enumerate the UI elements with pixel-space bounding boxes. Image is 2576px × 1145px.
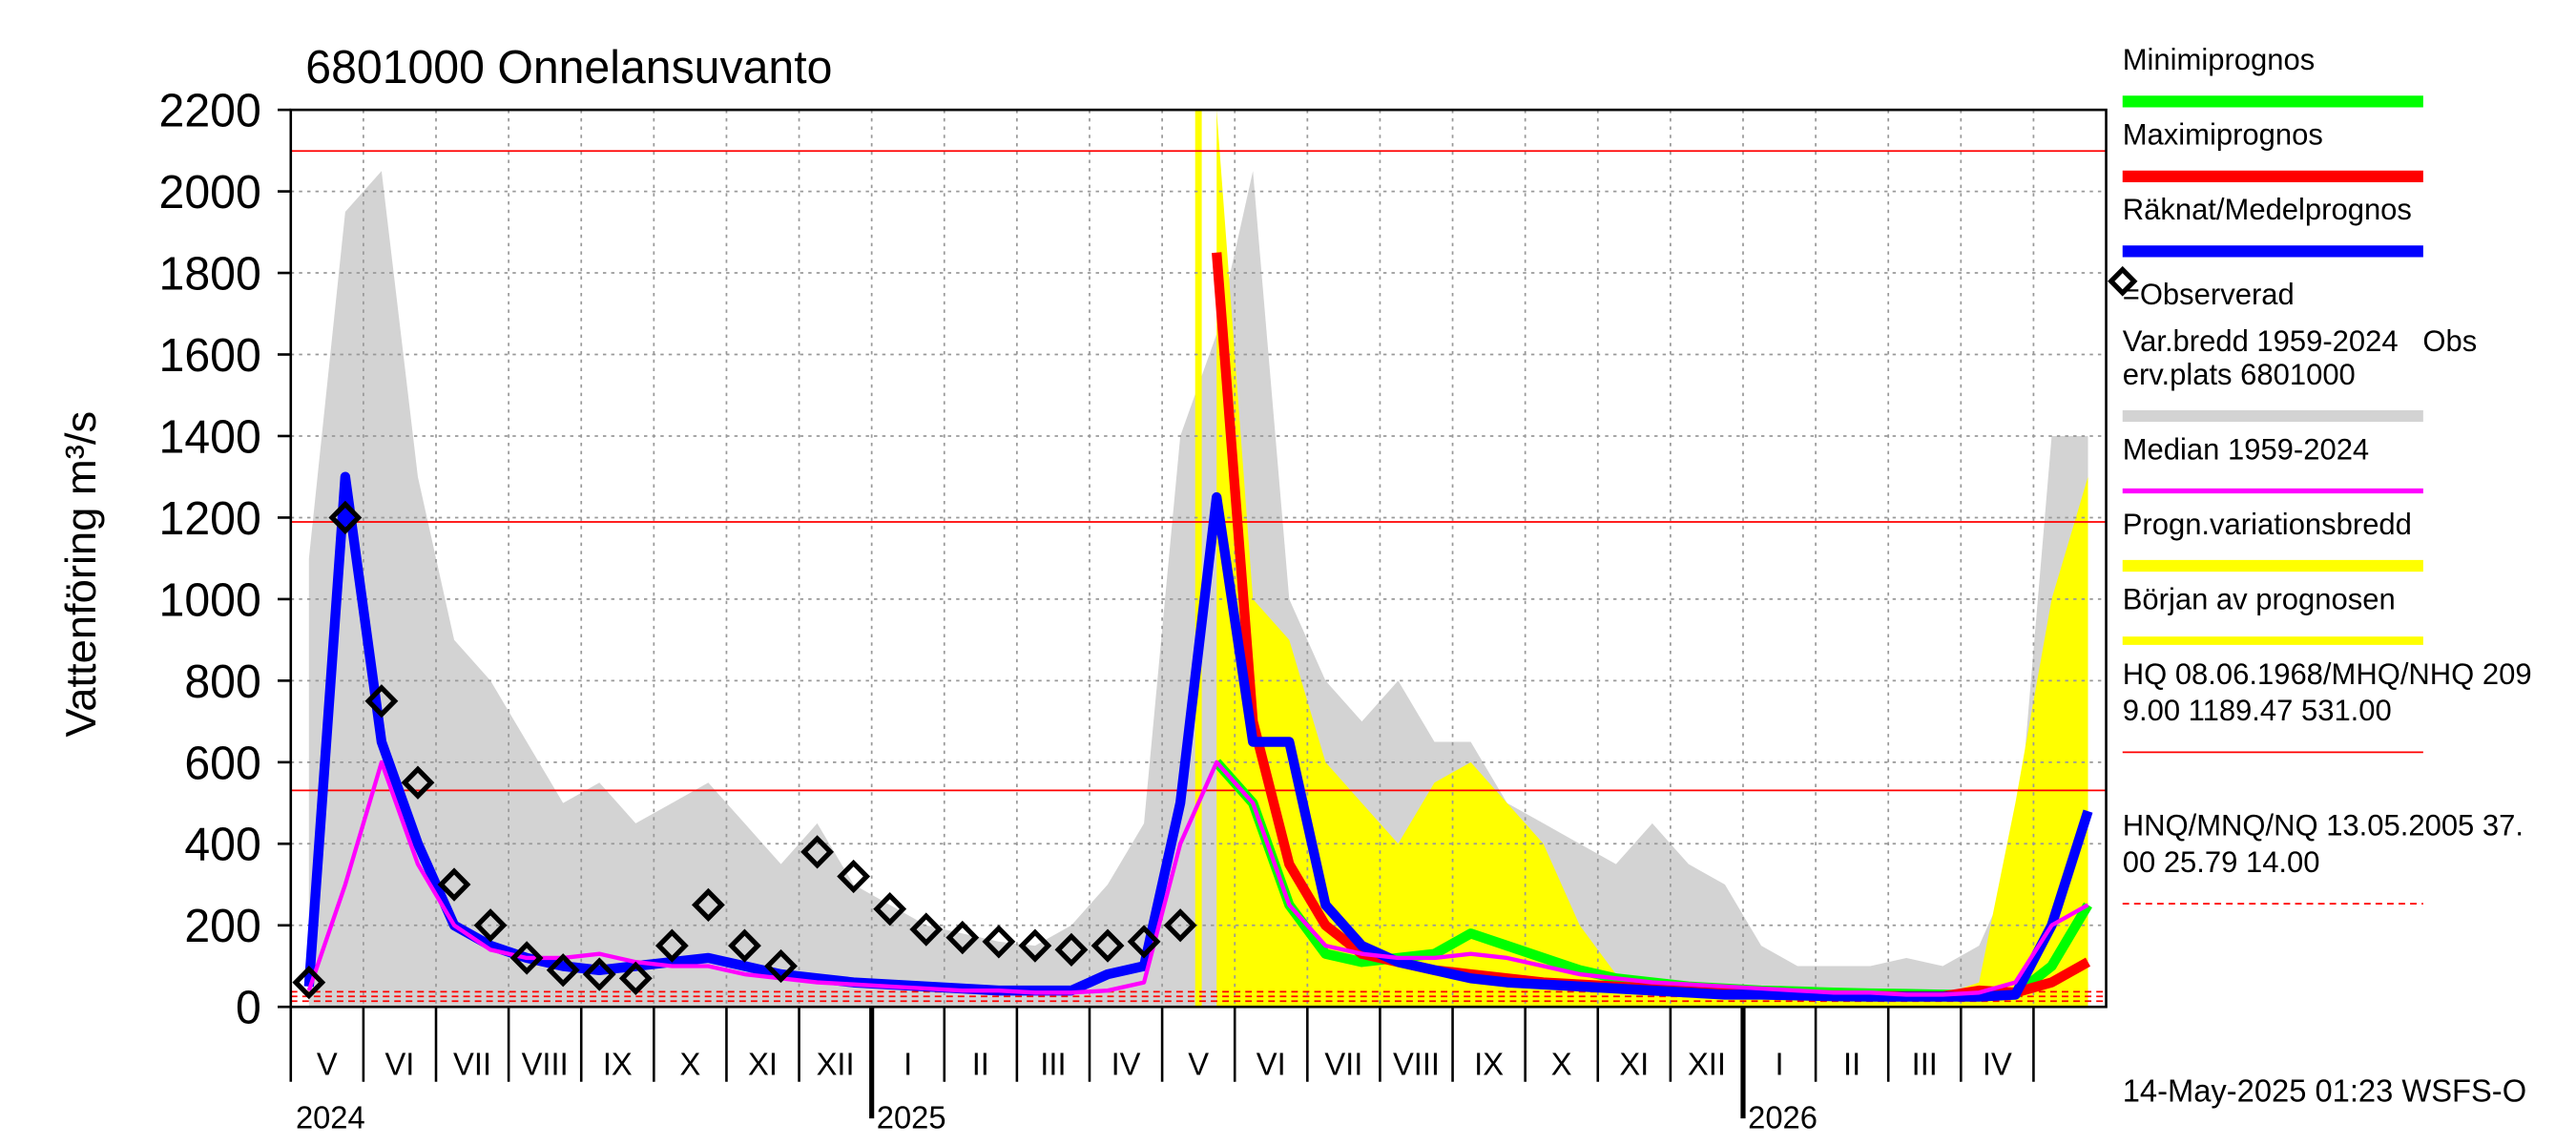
legend-label: =Observerad xyxy=(2123,278,2295,311)
x-tick-label: VII xyxy=(453,1047,491,1082)
x-tick-label: XI xyxy=(748,1047,778,1082)
legend-label: Var.bredd 1959-2024 Obs xyxy=(2123,324,2478,358)
legend-marker xyxy=(2108,265,2138,297)
legend-label: Progn.variationsbredd xyxy=(2123,508,2412,541)
plot-frame xyxy=(289,108,2108,1009)
x-tick-label: II xyxy=(1843,1047,1860,1082)
x-tick-label: IX xyxy=(1474,1047,1504,1082)
year-label: 2024 xyxy=(296,1099,365,1135)
legend-label: 9.00 1189.47 531.00 xyxy=(2123,694,2392,727)
x-tick-label: V xyxy=(317,1047,338,1082)
observed-marker xyxy=(909,912,944,947)
y-tick-label: 800 xyxy=(184,656,260,708)
y-tick-label: 600 xyxy=(184,738,260,789)
observed-marker xyxy=(837,859,871,894)
y-tick-label: 200 xyxy=(184,901,260,952)
observed-marker xyxy=(654,928,689,963)
y-tick-label: 1600 xyxy=(159,330,261,382)
x-tick-label: III xyxy=(1040,1047,1066,1082)
x-tick-label: VI xyxy=(1257,1047,1286,1082)
observed-marker xyxy=(800,835,835,869)
observed-marker xyxy=(546,953,580,988)
legend-label: Räknat/Medelprognos xyxy=(2123,193,2412,226)
legend-label: Median 1959-2024 xyxy=(2123,432,2369,466)
x-tick-label: I xyxy=(1775,1047,1783,1082)
observed-marker xyxy=(292,965,326,1000)
y-axis-label: Vattenföring m³/s xyxy=(56,411,105,738)
legend-label: Början av prognosen xyxy=(2123,582,2396,615)
observed-marker xyxy=(1127,925,1161,959)
y-tick-label: 400 xyxy=(184,819,260,870)
observed-marker xyxy=(764,948,798,984)
plot-area: 0 200 400 600 800 1000 1200 1400 1600 1800 2000 220… xyxy=(159,85,2108,1135)
x-tick-label: VII xyxy=(1324,1047,1362,1082)
x-tick-label: IV xyxy=(1111,1047,1141,1082)
observed-marker xyxy=(691,887,725,923)
legend: Minimiprognos Maximiprognos Räknat/Medelpr… xyxy=(2108,43,2532,905)
observed-marker xyxy=(509,941,544,975)
legend-label: HQ 08.06.1968/MHQ/NHQ 209 xyxy=(2123,657,2532,691)
year-label: 2025 xyxy=(877,1099,946,1135)
range-area xyxy=(1216,110,2088,1008)
x-tick-label: X xyxy=(1551,1047,1572,1082)
chart-title: 6801000 Onnelansuvanto xyxy=(305,42,832,94)
y-tick-label: 1400 xyxy=(159,411,261,463)
observed-marker xyxy=(1163,908,1197,943)
observed-marker xyxy=(728,928,761,963)
y-tick-label: 1800 xyxy=(159,248,261,300)
x-tick-label: XI xyxy=(1619,1047,1649,1082)
x-tick-label: VI xyxy=(385,1047,415,1082)
y-tick-label: 1200 xyxy=(159,493,261,545)
observed-marker xyxy=(982,925,1016,959)
year-label: 2026 xyxy=(1748,1099,1818,1135)
x-tick-label: XII xyxy=(817,1047,855,1082)
x-tick-label: VIII xyxy=(1393,1047,1440,1082)
x-tick-label: II xyxy=(972,1047,989,1082)
x-tick-label: I xyxy=(904,1047,912,1082)
x-tick-label: V xyxy=(1188,1047,1209,1082)
legend-label: Minimiprognos xyxy=(2123,43,2315,76)
y-tick-label: 0 xyxy=(236,982,261,1033)
x-tick-label: XII xyxy=(1688,1047,1726,1082)
observed-marker xyxy=(1091,928,1125,963)
observed-marker xyxy=(473,908,508,943)
x-tick-label: IX xyxy=(603,1047,633,1082)
x-tick-label: III xyxy=(1912,1047,1938,1082)
legend-label: erv.plats 6801000 xyxy=(2123,358,2356,391)
observed-marker xyxy=(437,867,471,902)
legend-label: Maximiprognos xyxy=(2123,118,2323,152)
legend-label: 00 25.79 14.00 xyxy=(2123,845,2320,879)
observed-marker xyxy=(582,957,616,991)
observed-marker xyxy=(328,500,363,535)
series-line xyxy=(306,760,2089,997)
observed-marker xyxy=(873,892,907,926)
observed-marker xyxy=(945,920,980,955)
y-tick-label: 2200 xyxy=(159,85,261,136)
x-tick-label: IV xyxy=(1983,1047,2012,1082)
observed-marker xyxy=(401,765,435,800)
legend-label: HNQ/MNQ/NQ 13.05.2005 37. xyxy=(2123,808,2524,842)
x-tick-label: X xyxy=(679,1047,700,1082)
observed-marker xyxy=(618,961,653,995)
footer: 14-May-2025 01:23 WSFS-O xyxy=(2123,1072,2526,1108)
observed-marker xyxy=(364,684,399,718)
observed-marker xyxy=(1054,932,1089,968)
observed-marker xyxy=(1018,928,1052,963)
x-tick-label: VIII xyxy=(522,1047,569,1082)
y-tick-label: 1000 xyxy=(159,574,261,626)
y-tick-label: 2000 xyxy=(159,167,261,219)
